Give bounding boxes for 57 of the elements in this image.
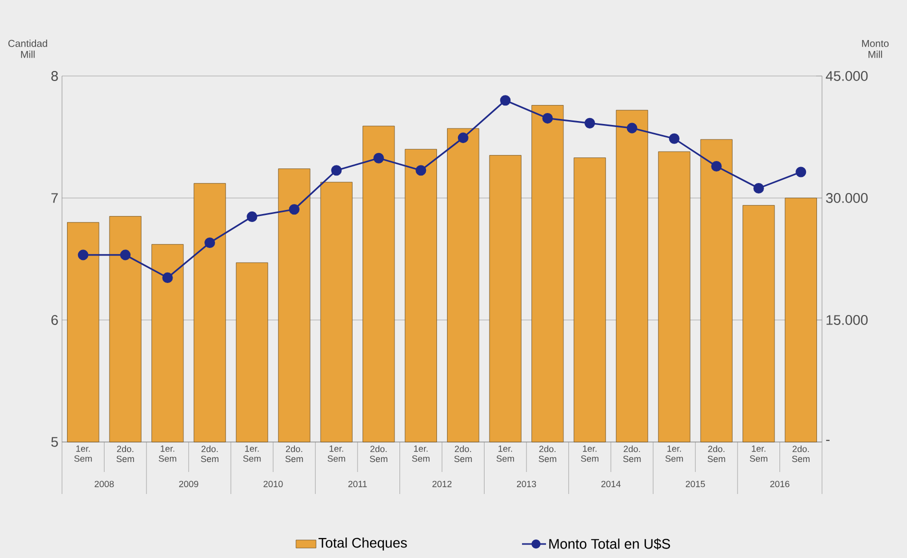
- point: [204, 237, 216, 248]
- x-tick-label: 2do. Sem: [285, 446, 303, 462]
- point: [668, 133, 680, 144]
- point: [78, 250, 88, 260]
- x-tick-label: 2do. Sem: [370, 446, 388, 462]
- x-tick-label: 2do. Sem: [708, 446, 726, 462]
- y-axis-title: Cantidad Mill: [8, 40, 48, 58]
- text: 2014: [601, 480, 621, 488]
- x-tick-label: 1er. Sem: [328, 446, 346, 462]
- point: [246, 211, 258, 222]
- y-tick-label: 7: [51, 193, 58, 203]
- x-tick-label: 1er. Sem: [665, 446, 683, 462]
- x-tick-label: 2do. Sem: [623, 446, 641, 462]
- x-tick-label: 1er. Sem: [158, 446, 176, 462]
- y2-tick-label: 45.000: [826, 71, 868, 81]
- point: [542, 113, 553, 124]
- point: [162, 272, 173, 283]
- point: [500, 95, 511, 106]
- y2-axis-title: Monto Mill: [862, 40, 889, 58]
- point: [458, 132, 468, 144]
- x-tick-label: 2do. Sem: [200, 446, 218, 462]
- point: [796, 166, 806, 178]
- text: 2009: [179, 480, 198, 488]
- y-tick-label: 8: [51, 71, 58, 81]
- x-tick-label: 2do. Sem: [454, 446, 472, 462]
- legend-label: Monto Total en U$S: [549, 538, 670, 550]
- point: [416, 165, 426, 176]
- legend-label: Total Cheques: [318, 537, 407, 550]
- y-tick-label: 6: [51, 315, 58, 325]
- text: 2010: [264, 480, 283, 488]
- x-tick-label: 1er. Sem: [243, 446, 261, 462]
- point: [711, 160, 722, 172]
- x-tick-label: 2do. Sem: [116, 446, 134, 462]
- x-tick-label: 1er. Sem: [580, 446, 598, 462]
- text: 2015: [686, 480, 705, 488]
- y2-tick-label: 30.000: [826, 193, 868, 203]
- x-tick-label: 1er. Sem: [496, 446, 514, 462]
- point: [626, 122, 638, 134]
- y2-tick-label: 15.000: [826, 315, 868, 325]
- text: 2012: [432, 480, 452, 488]
- point: [373, 152, 384, 164]
- x-tick-label: 1er. Sem: [74, 446, 92, 462]
- text: 2016: [770, 480, 790, 488]
- y-tick-label: 5: [51, 437, 58, 447]
- x-tick-label: 2do. Sem: [538, 446, 556, 462]
- point: [753, 182, 764, 194]
- point: [288, 204, 300, 215]
- y2-tick-label: -: [826, 440, 830, 441]
- point: [120, 250, 131, 260]
- text: 2011: [348, 480, 367, 488]
- text: 2013: [516, 480, 536, 488]
- point: [584, 118, 596, 128]
- x-tick-label: 2do. Sem: [792, 446, 810, 462]
- x-tick-label: 1er. Sem: [412, 446, 430, 462]
- x-tick-label: 1er. Sem: [750, 446, 768, 462]
- text: 2008: [94, 480, 114, 488]
- point: [331, 165, 342, 176]
